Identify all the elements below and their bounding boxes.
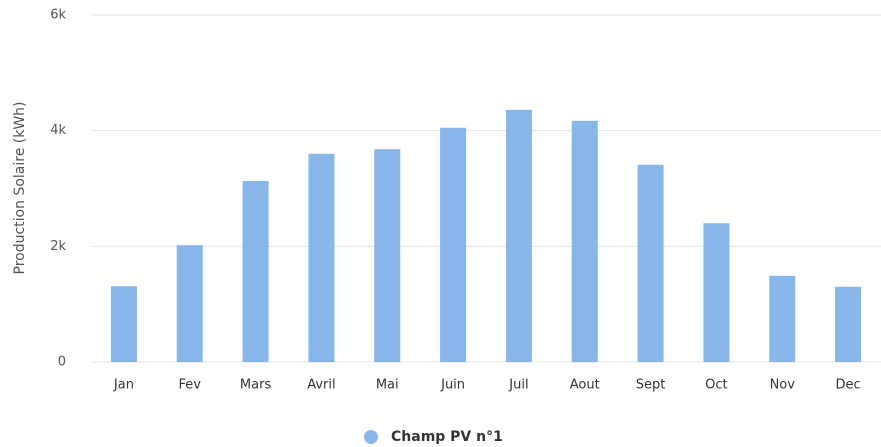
x-tick-label: Mars <box>240 378 272 393</box>
bar <box>308 153 335 362</box>
y-tick-label: 4k <box>50 123 66 138</box>
y-tick-label: 2k <box>50 239 66 254</box>
x-tick-label: Sept <box>636 378 666 393</box>
bar <box>769 275 796 362</box>
bar <box>440 127 467 363</box>
legend-marker <box>364 430 378 444</box>
x-tick-label: Aout <box>570 378 600 393</box>
bar <box>176 245 203 362</box>
legend-label: Champ PV n°1 <box>391 429 503 445</box>
bar <box>637 164 664 362</box>
x-tick-label: Dec <box>836 378 861 393</box>
bar <box>242 180 269 362</box>
bar <box>505 109 532 362</box>
y-tick-label: 6k <box>50 8 66 23</box>
x-tick-label: Fev <box>179 378 202 393</box>
y-tick-label: 0 <box>58 355 66 370</box>
bar <box>703 223 730 362</box>
bar <box>835 286 862 362</box>
x-tick-label: Nov <box>770 378 796 393</box>
x-tick-label: Juil <box>508 378 528 393</box>
bar <box>374 149 401 362</box>
x-tick-label: Oct <box>705 378 727 393</box>
y-axis-title: Production Solaire (kWh) <box>12 101 28 274</box>
bar <box>110 286 137 362</box>
bar <box>571 120 598 363</box>
x-tick-label: Mai <box>376 378 399 393</box>
x-tick-label: Juin <box>440 378 465 393</box>
x-tick-label: Jan <box>113 378 134 393</box>
x-tick-label: Avril <box>307 378 335 393</box>
